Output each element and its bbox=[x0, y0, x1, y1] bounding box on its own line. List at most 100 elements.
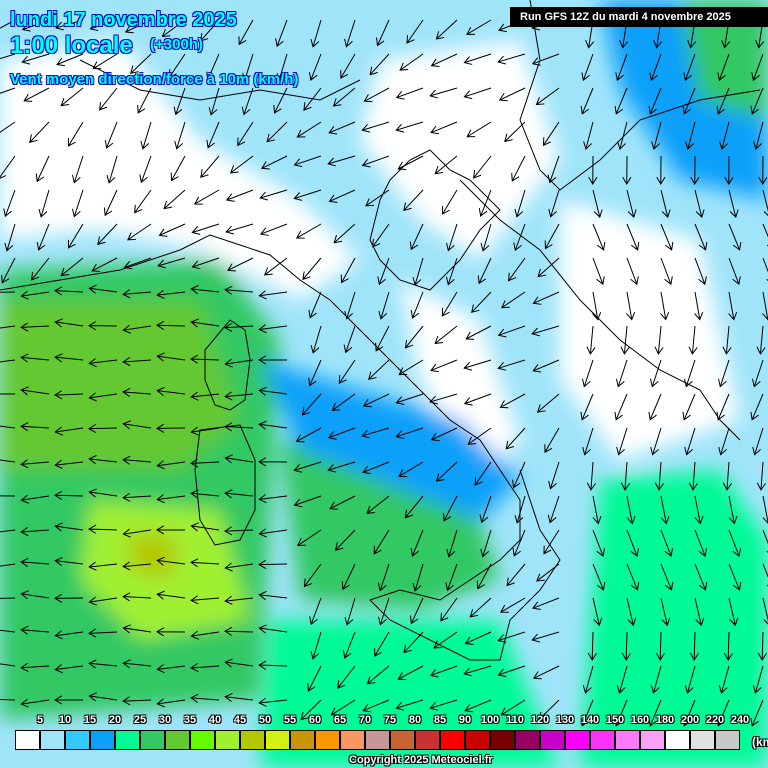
wind-arrow bbox=[88, 692, 118, 702]
wind-arrow bbox=[0, 663, 16, 667]
wind-arrow bbox=[532, 665, 560, 680]
wind-arrow bbox=[614, 699, 628, 727]
legend-swatch bbox=[115, 730, 140, 750]
wind-arrow bbox=[512, 461, 526, 489]
wind-arrow bbox=[626, 495, 636, 525]
wind-arrow bbox=[338, 359, 356, 384]
wind-arrow bbox=[443, 495, 458, 522]
wind-arrow bbox=[583, 121, 594, 151]
legend-swatch bbox=[715, 730, 740, 750]
parameter-title: Vent moyen direction/force à 10m (km/h) bbox=[10, 71, 299, 88]
wind-arrow bbox=[193, 189, 220, 205]
wind-arrow bbox=[688, 461, 698, 491]
wind-arrow bbox=[0, 155, 16, 179]
wind-arrow bbox=[308, 291, 322, 319]
wind-arrow bbox=[751, 359, 764, 388]
wind-arrow bbox=[54, 490, 84, 500]
wind-arrow bbox=[127, 223, 152, 241]
wind-arrow bbox=[532, 359, 560, 373]
wind-arrow bbox=[72, 189, 84, 218]
wind-arrow bbox=[303, 87, 322, 111]
wind-arrow bbox=[464, 631, 492, 645]
wind-arrow bbox=[365, 189, 390, 207]
wind-arrow bbox=[60, 257, 84, 277]
wind-arrow bbox=[377, 563, 390, 592]
wind-arrow bbox=[694, 563, 708, 591]
wind-arrow bbox=[592, 291, 602, 321]
wind-arrow bbox=[156, 289, 186, 299]
wind-arrow bbox=[36, 223, 50, 251]
wind-arrow bbox=[406, 19, 424, 44]
wind-arrow bbox=[588, 155, 598, 185]
legend-swatch bbox=[565, 730, 590, 750]
wind-arrow bbox=[174, 121, 186, 150]
wind-arrow bbox=[548, 189, 560, 218]
legend-unit: (km/h) bbox=[752, 735, 768, 749]
legend-label: 65 bbox=[333, 714, 347, 726]
wind-arrow bbox=[497, 631, 526, 643]
wind-arrow bbox=[722, 325, 732, 355]
legend-label: 220 bbox=[705, 714, 725, 726]
wind-arrow bbox=[258, 697, 288, 707]
wind-arrow bbox=[762, 291, 768, 321]
wind-arrow bbox=[626, 597, 637, 627]
wind-arrow bbox=[124, 19, 152, 34]
wind-arrow bbox=[123, 257, 152, 270]
forecast-time: 1:00 locale bbox=[10, 32, 133, 59]
wind-arrow bbox=[467, 427, 492, 445]
wind-arrow bbox=[544, 223, 560, 250]
legend-label: 40 bbox=[208, 714, 222, 726]
wind-arrow bbox=[54, 593, 84, 603]
wind-arrow bbox=[531, 325, 560, 337]
legend-swatch bbox=[15, 730, 40, 750]
wind-arrow bbox=[224, 422, 254, 432]
wind-arrow bbox=[122, 289, 152, 299]
wind-arrow bbox=[753, 121, 764, 151]
wind-arrow bbox=[258, 386, 288, 396]
wind-arrow bbox=[362, 393, 390, 408]
wind-arrow bbox=[328, 189, 356, 203]
wind-arrow bbox=[762, 257, 768, 281]
wind-arrow bbox=[480, 223, 492, 252]
legend-label: 120 bbox=[530, 714, 550, 726]
wind-arrow bbox=[689, 631, 699, 661]
wind-arrow bbox=[20, 290, 50, 300]
legend-label: 150 bbox=[605, 714, 625, 726]
wind-arrow bbox=[88, 284, 118, 294]
wind-arrow bbox=[276, 53, 288, 82]
wind-arrow bbox=[762, 597, 768, 625]
wind-arrow bbox=[592, 529, 605, 558]
wind-arrow bbox=[374, 631, 390, 657]
wind-arrow bbox=[728, 597, 739, 627]
wind-arrow bbox=[21, 53, 50, 65]
wind-arrow bbox=[300, 699, 322, 721]
wind-arrow bbox=[137, 87, 152, 114]
wind-arrow bbox=[330, 699, 356, 716]
wind-arrow bbox=[660, 529, 673, 558]
legend-swatch bbox=[415, 730, 440, 750]
wind-arrow bbox=[20, 353, 50, 363]
wind-arrow bbox=[398, 461, 424, 477]
wind-arrow bbox=[535, 87, 560, 106]
wind-arrow bbox=[310, 631, 322, 660]
wind-arrow bbox=[690, 155, 700, 185]
wind-arrow bbox=[156, 525, 186, 535]
legend-label: 20 bbox=[108, 714, 122, 726]
wind-arrow bbox=[140, 121, 152, 150]
wind-arrow bbox=[20, 557, 50, 567]
wind-arrow bbox=[0, 121, 16, 133]
legend-swatch bbox=[165, 730, 190, 750]
wind-arrow bbox=[156, 352, 186, 362]
wind-arrow bbox=[327, 461, 356, 473]
wind-arrow bbox=[648, 393, 662, 421]
wind-arrow bbox=[258, 355, 288, 365]
wind-arrow bbox=[0, 87, 16, 94]
wind-arrow bbox=[0, 698, 16, 701]
legend-swatch bbox=[440, 730, 465, 750]
wind-arrow bbox=[88, 659, 118, 669]
legend-swatch bbox=[40, 730, 65, 750]
wind-arrow bbox=[0, 393, 16, 395]
wind-arrow bbox=[684, 665, 696, 694]
wind-arrow bbox=[258, 494, 288, 504]
